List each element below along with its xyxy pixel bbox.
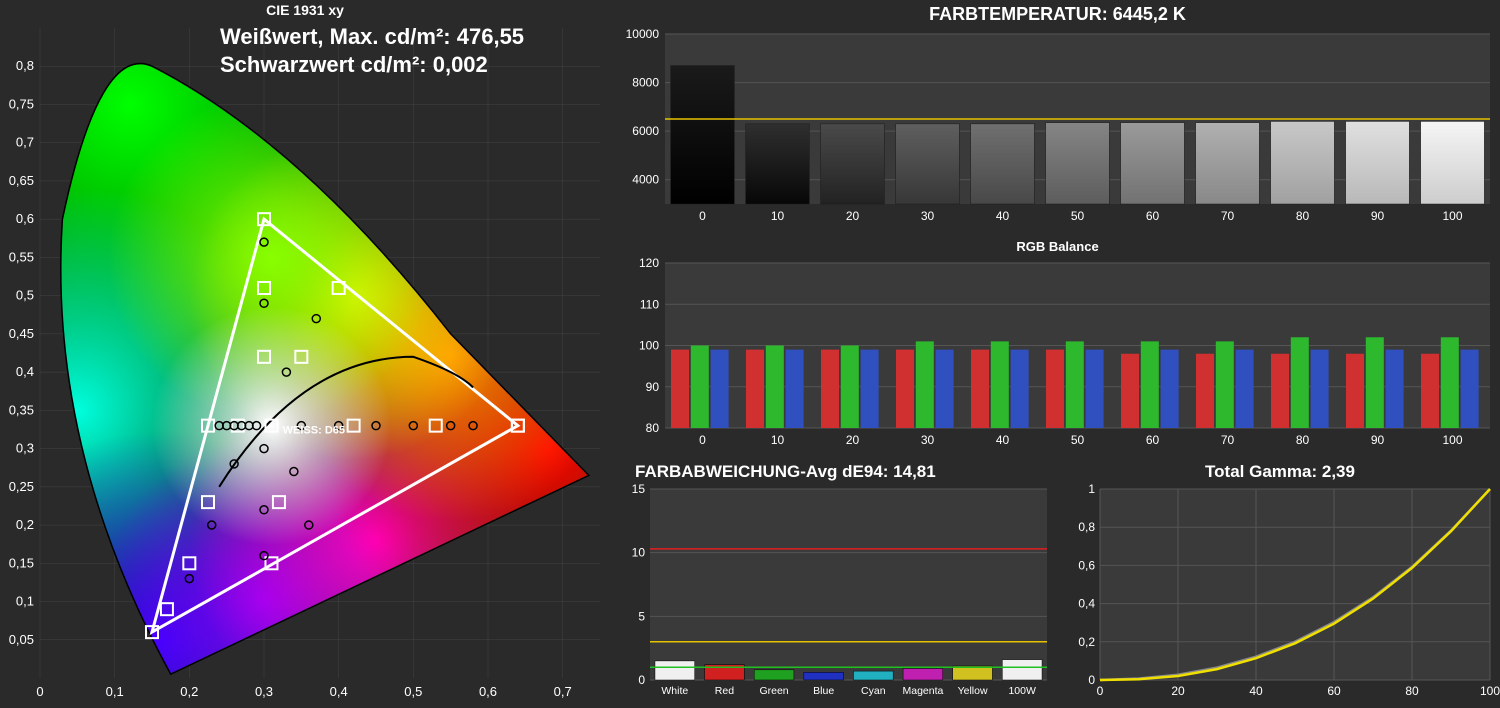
svg-text:0: 0 xyxy=(699,433,706,447)
svg-text:0,05: 0,05 xyxy=(9,632,34,647)
svg-text:1: 1 xyxy=(1088,484,1095,496)
svg-text:20: 20 xyxy=(846,209,860,223)
svg-text:15: 15 xyxy=(632,484,646,496)
svg-text:0,3: 0,3 xyxy=(255,684,273,699)
svg-text:0,2: 0,2 xyxy=(16,517,34,532)
svg-text:80: 80 xyxy=(1405,684,1419,698)
svg-text:0,15: 0,15 xyxy=(9,555,34,570)
de94-panel: FARBABWEICHUNG-Avg dE94: 14,81 0 5 10 15 Whi… xyxy=(615,460,1055,705)
svg-text:8000: 8000 xyxy=(632,76,659,90)
de94-title: FARBABWEICHUNG-Avg dE94: 14,81 xyxy=(615,460,1055,484)
svg-text:Cyan: Cyan xyxy=(861,685,886,697)
svg-text:0,2: 0,2 xyxy=(180,684,198,699)
colortemp-panel: FARBTEMPERATUR: 6445,2 K 400060008000100… xyxy=(615,0,1500,230)
svg-text:0: 0 xyxy=(699,209,706,223)
svg-text:40: 40 xyxy=(1249,684,1263,698)
svg-text:20: 20 xyxy=(1171,684,1185,698)
svg-text:50: 50 xyxy=(1071,209,1085,223)
svg-text:0,6: 0,6 xyxy=(1078,558,1095,572)
svg-text:20: 20 xyxy=(846,433,860,447)
svg-text:100W: 100W xyxy=(1008,685,1036,697)
svg-text:100: 100 xyxy=(1442,433,1462,447)
svg-text:0,8: 0,8 xyxy=(16,58,34,73)
svg-text:0,4: 0,4 xyxy=(16,364,34,379)
svg-text:0,8: 0,8 xyxy=(1078,520,1095,534)
svg-text:120: 120 xyxy=(639,258,659,270)
svg-text:60: 60 xyxy=(1146,209,1160,223)
svg-text:40: 40 xyxy=(996,433,1010,447)
svg-text:90: 90 xyxy=(646,380,660,394)
svg-text:40: 40 xyxy=(996,209,1010,223)
svg-text:60: 60 xyxy=(1327,684,1341,698)
svg-text:0: 0 xyxy=(638,673,645,687)
svg-text:4000: 4000 xyxy=(632,173,659,187)
svg-text:90: 90 xyxy=(1371,433,1385,447)
rgb-title: RGB Balance xyxy=(615,235,1500,258)
svg-text:0,2: 0,2 xyxy=(1078,635,1095,649)
colortemp-title: FARBTEMPERATUR: 6445,2 K xyxy=(615,0,1500,29)
svg-text:0,5: 0,5 xyxy=(404,684,422,699)
svg-text:70: 70 xyxy=(1221,209,1235,223)
cie-title: CIE 1931 xy xyxy=(0,0,610,18)
svg-text:0,65: 0,65 xyxy=(9,173,34,188)
svg-text:0,4: 0,4 xyxy=(1078,597,1095,611)
svg-text:0,7: 0,7 xyxy=(554,684,572,699)
svg-text:0,55: 0,55 xyxy=(9,249,34,264)
svg-text:100: 100 xyxy=(1442,209,1462,223)
black-value-label: Schwarzwert cd/m²: 0,002 xyxy=(220,52,488,78)
svg-text:90: 90 xyxy=(1371,209,1385,223)
svg-text:0,75: 0,75 xyxy=(9,96,34,111)
svg-text:80: 80 xyxy=(1296,209,1310,223)
svg-text:Green: Green xyxy=(759,685,788,697)
svg-text:10: 10 xyxy=(632,546,646,560)
svg-text:0,3: 0,3 xyxy=(16,441,34,456)
svg-text:100: 100 xyxy=(1480,684,1500,698)
svg-text:0,35: 0,35 xyxy=(9,402,34,417)
svg-text:White: White xyxy=(661,685,688,697)
svg-text:0,4: 0,4 xyxy=(330,684,348,699)
svg-text:Blue: Blue xyxy=(813,685,834,697)
svg-text:0,45: 0,45 xyxy=(9,326,34,341)
svg-text:0,1: 0,1 xyxy=(16,594,34,609)
white-value-label: Weißwert, Max. cd/m²: 476,55 xyxy=(220,24,524,50)
svg-text:30: 30 xyxy=(921,209,935,223)
gamma-panel: Total Gamma: 2,39 0 0,2 0,4 0,6 0,8 1 0 20 40 60 8… xyxy=(1060,460,1500,705)
svg-text:10000: 10000 xyxy=(626,29,660,41)
svg-text:0,7: 0,7 xyxy=(16,135,34,150)
gamma-title: Total Gamma: 2,39 xyxy=(1060,460,1500,484)
rgb-balance-panel: RGB Balance 80 90 100 110 120 0 10 20 30 40 50 60 70… xyxy=(615,235,1500,455)
svg-text:0,6: 0,6 xyxy=(16,211,34,226)
svg-text:0,5: 0,5 xyxy=(16,288,34,303)
svg-text:0: 0 xyxy=(36,684,43,699)
svg-text:WEISS: D65: WEISS: D65 xyxy=(283,424,345,436)
svg-text:70: 70 xyxy=(1221,433,1235,447)
svg-text:5: 5 xyxy=(638,609,645,623)
svg-text:Red: Red xyxy=(715,685,734,697)
svg-text:110: 110 xyxy=(640,297,659,311)
svg-text:0,6: 0,6 xyxy=(479,684,497,699)
svg-text:0,25: 0,25 xyxy=(9,479,34,494)
svg-text:50: 50 xyxy=(1071,433,1085,447)
svg-text:60: 60 xyxy=(1146,433,1160,447)
svg-text:10: 10 xyxy=(771,433,785,447)
svg-text:Yellow: Yellow xyxy=(958,685,988,697)
svg-text:0: 0 xyxy=(1097,684,1104,698)
cie-chromaticity-panel: CIE 1931 xy 0 0,1 0,2 0,3 0,4 0,5 0,6 0,7 0,05 0,… xyxy=(0,0,610,705)
svg-text:0,1: 0,1 xyxy=(106,684,124,699)
svg-text:0: 0 xyxy=(1088,673,1095,687)
svg-text:100: 100 xyxy=(639,339,659,353)
svg-text:6000: 6000 xyxy=(632,124,659,138)
svg-text:80: 80 xyxy=(1296,433,1310,447)
svg-text:30: 30 xyxy=(921,433,935,447)
svg-text:Magenta: Magenta xyxy=(903,685,944,697)
svg-text:10: 10 xyxy=(771,209,785,223)
svg-text:80: 80 xyxy=(646,421,660,435)
